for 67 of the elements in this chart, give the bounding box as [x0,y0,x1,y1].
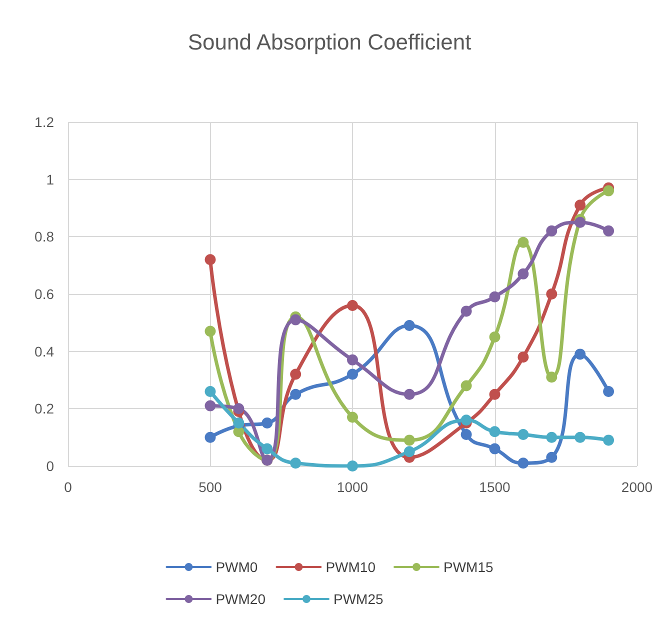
y-tick-label: 1 [46,171,54,188]
point [518,352,529,363]
point [290,458,302,469]
point [460,428,472,440]
point [603,225,614,236]
point [204,400,216,412]
point [489,443,500,454]
chart-title: Sound Absorption Coefficient [188,30,472,54]
point [290,368,302,380]
point [518,428,529,440]
point [262,418,273,428]
legend-label: PWM20 [216,591,266,607]
point [404,388,415,400]
point [489,426,500,438]
legend-label: PWM10 [326,559,376,575]
point [574,200,586,211]
y-tick-label: 0.6 [34,286,54,302]
point [489,332,500,342]
point [262,443,273,454]
point [489,388,500,400]
point [518,236,529,248]
point [347,300,358,311]
x-tick-label: 2000 [621,479,653,495]
point [404,434,415,446]
point [546,372,558,383]
point [460,306,472,317]
legend-label: PWM25 [334,591,384,607]
point [204,386,216,397]
point [404,320,415,332]
x-tick-label: 500 [198,479,222,495]
point [489,291,500,302]
point [347,354,358,366]
point [574,348,586,360]
point [546,288,558,300]
y-tick-label: 0.4 [34,343,54,360]
y-tick-label: 0.2 [34,400,54,417]
point [290,388,302,400]
point [603,185,614,196]
x-tick-label: 1500 [479,479,511,495]
point [460,414,472,426]
point [233,403,244,414]
legend-label: PWM0 [216,559,258,575]
x-tick-label: 1000 [336,479,368,495]
x-tick-label: 0 [64,479,72,495]
point [233,418,244,428]
point [404,446,415,458]
point [603,386,614,397]
point [347,460,358,472]
point [574,432,586,443]
point [347,412,358,423]
point [204,254,216,266]
point [204,326,216,337]
point [460,380,472,392]
point [204,432,216,443]
point [574,216,586,228]
point [546,432,558,443]
point [546,225,558,236]
point [546,452,558,463]
point [347,368,358,380]
y-tick-label: 0 [46,458,54,474]
y-tick-label: 1.2 [34,114,54,130]
legend-label: PWM15 [444,559,494,575]
point [603,434,614,446]
y-tick-label: 0.8 [34,228,54,245]
point [518,268,529,280]
point [290,314,302,326]
point [518,458,529,469]
